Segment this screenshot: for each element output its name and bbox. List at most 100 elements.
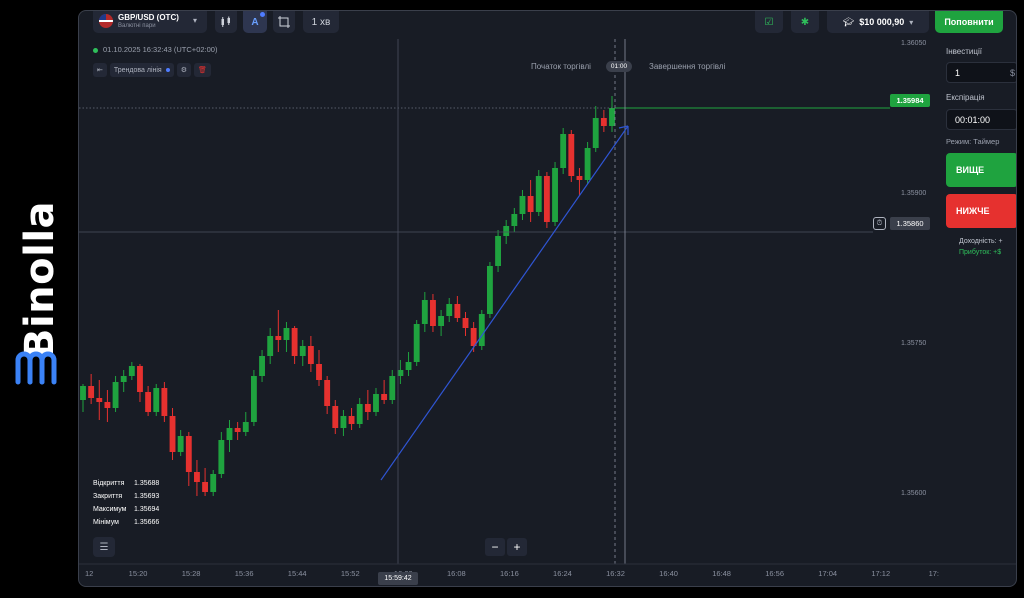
- trades-history-button[interactable]: ☑: [755, 11, 783, 33]
- candle-body: [259, 356, 265, 376]
- higher-button[interactable]: ВИЩЕ: [946, 153, 1016, 187]
- candle-body: [511, 214, 518, 226]
- brand-strip: Binolla: [0, 0, 78, 598]
- candle-body: [316, 364, 322, 380]
- expiration-label: Експірація: [946, 93, 985, 102]
- x-tick-label: 16:32: [606, 569, 625, 578]
- checklist-icon: ☑: [764, 16, 774, 28]
- zoom-in-button[interactable]: +: [507, 538, 527, 556]
- low-value: 1.35666: [134, 519, 160, 526]
- notification-dot: [260, 12, 265, 17]
- ohlc-panel: Відкриття 1.35688 Закриття 1.35693 Максиму…: [93, 477, 159, 529]
- asset-category: Валютні пари: [118, 23, 156, 29]
- tool-settings-button[interactable]: ⚙: [176, 63, 191, 77]
- candle-body: [381, 394, 388, 400]
- trend-line-tool[interactable]: Трендова лінія: [109, 63, 174, 77]
- candle-body: [177, 436, 184, 452]
- candles-icon: [221, 16, 230, 27]
- balance-selector[interactable]: 🎓︎ $10 000,90 ▾: [827, 11, 929, 33]
- x-tick-label: 15:52: [341, 569, 360, 578]
- collapse-tool-button[interactable]: ⇤: [93, 63, 107, 77]
- candle-body: [145, 392, 152, 412]
- candle-body: [88, 386, 95, 398]
- x-tick-label: 15:36: [235, 569, 254, 578]
- gbp-usd-flag-icon: [99, 14, 113, 28]
- candle-body: [153, 388, 160, 412]
- candle-body: [307, 346, 314, 364]
- candle-body: [324, 380, 331, 406]
- candle-body: [600, 118, 607, 126]
- candle-body: [218, 440, 225, 474]
- candle-body: [169, 416, 176, 452]
- cursor-price-tag: 1.35860: [890, 217, 930, 230]
- server-time: 01.10.2025 16:32:43 (UTC+02:00): [93, 45, 217, 54]
- chart-type-button[interactable]: [215, 11, 237, 33]
- profit-label: Прибуток: +$: [959, 249, 1002, 256]
- candle-body: [397, 370, 404, 376]
- y-tick-label: 1.36050: [901, 40, 926, 47]
- candle-body: [226, 428, 233, 440]
- candle-body: [299, 346, 306, 356]
- trash-icon: 🗑︎: [198, 67, 207, 74]
- indicators-button[interactable]: A: [243, 11, 267, 33]
- zoom-out-button[interactable]: −: [485, 538, 505, 556]
- asset-selector[interactable]: GBP/USD (OTC) Валютні пари ▾: [93, 11, 207, 33]
- deposit-button[interactable]: Поповнити: [935, 11, 1003, 33]
- price-alert-icon[interactable]: ⏰︎: [873, 217, 886, 230]
- brand-name: Binolla: [17, 200, 63, 360]
- cursor-time-tag: 15:59:42: [378, 572, 418, 585]
- low-label: Мінімум: [93, 519, 119, 526]
- candle-body: [609, 108, 615, 126]
- drawing-tools-button[interactable]: [273, 11, 295, 33]
- candle-body: [202, 482, 209, 492]
- candle-body: [543, 176, 550, 222]
- candle-body: [413, 324, 420, 362]
- candle-body: [446, 304, 453, 316]
- x-tick-label: 16:24: [553, 569, 572, 578]
- lower-button[interactable]: НИЖЧЕ: [946, 194, 1016, 228]
- collapse-icon: ⇤: [97, 67, 103, 74]
- balance-amount: $10 000,90: [859, 17, 905, 27]
- x-tick-label: 16:48: [712, 569, 731, 578]
- candle-body: [527, 196, 534, 212]
- investment-input[interactable]: 1 $: [946, 62, 1016, 83]
- x-tick-label: 17:12: [871, 569, 890, 578]
- candle-body: [470, 328, 477, 346]
- y-tick-label: 1.35750: [901, 340, 926, 347]
- gift-icon: ✱: [800, 16, 810, 28]
- candle-body: [364, 404, 371, 412]
- candle-body: [275, 336, 282, 340]
- high-label: Максимум: [93, 506, 127, 513]
- delete-tool-button[interactable]: 🗑︎: [194, 63, 211, 77]
- expiration-input[interactable]: 00:01:00: [946, 109, 1016, 130]
- candle-body: [552, 168, 558, 222]
- price-chart[interactable]: 1.36050 1.35900 1.35750 1.35600 12 15:20 15:28…: [79, 11, 1016, 586]
- high-value: 1.35694: [134, 506, 160, 513]
- sliders-icon: ☰: [99, 541, 109, 553]
- x-tick-label: 16:08: [447, 569, 466, 578]
- candle-body: [234, 428, 241, 432]
- candle-body: [161, 388, 168, 416]
- candle-body: [80, 386, 86, 400]
- candle-body: [576, 176, 583, 180]
- investment-value: 1: [955, 67, 961, 78]
- trend-arrow-head: [618, 125, 629, 135]
- candle-body: [250, 376, 257, 422]
- bonus-button[interactable]: ✱: [791, 11, 819, 33]
- expiry-timer: 01:00: [606, 61, 632, 72]
- candle-body: [584, 148, 591, 180]
- candle-body: [438, 316, 445, 326]
- online-status-icon: [93, 47, 98, 53]
- yield-label: Доходність: +: [959, 238, 1003, 245]
- chart-settings-button[interactable]: ☰: [93, 537, 115, 557]
- zoom-controls: − +: [485, 538, 527, 556]
- candle-body: [128, 366, 135, 376]
- candle-body: [535, 176, 542, 212]
- server-time-text: 01.10.2025 16:32:43 (UTC+02:00): [103, 45, 218, 54]
- candle-body: [503, 226, 510, 236]
- x-tick-label: 16:40: [659, 569, 678, 578]
- candle-body: [291, 328, 298, 356]
- open-value: 1.35688: [134, 480, 160, 487]
- timeframe-button[interactable]: 1 хв: [303, 11, 339, 33]
- trend-tool-bar: ⇤ Трендова лінія ⚙ 🗑︎: [93, 63, 211, 77]
